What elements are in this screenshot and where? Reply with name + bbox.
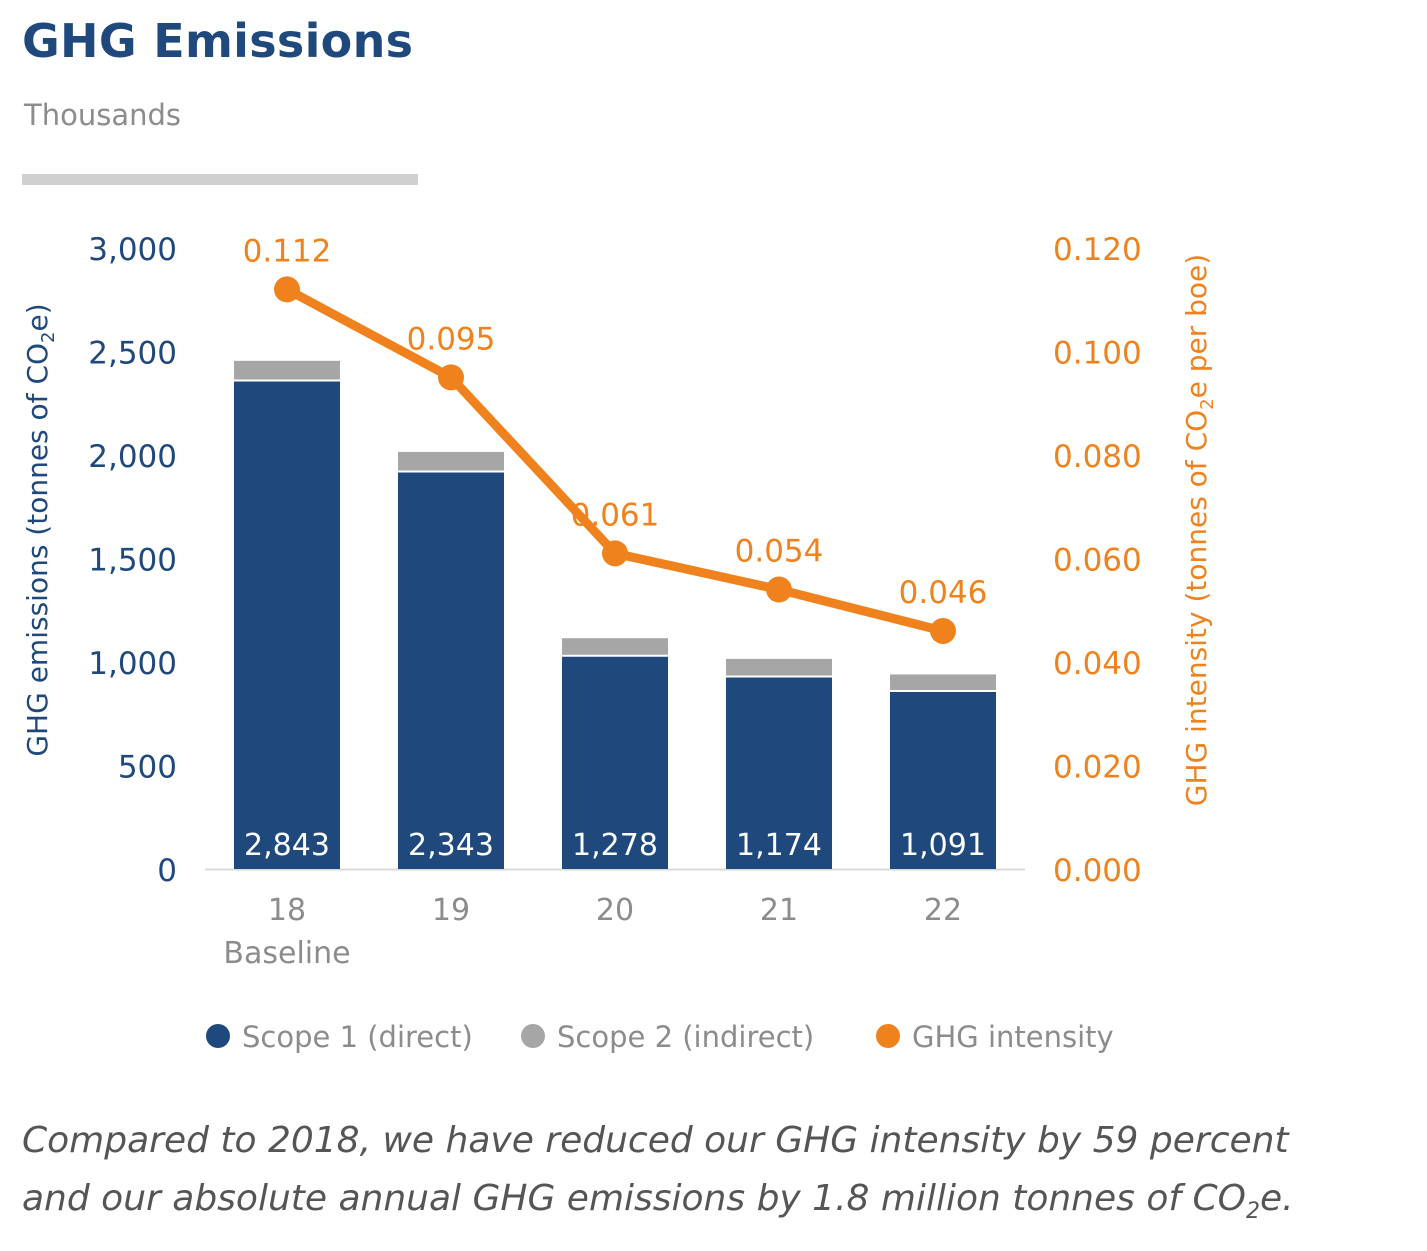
bar-scope2: [398, 451, 504, 472]
y-right-tick-label: 0.080: [1053, 439, 1142, 475]
legend-marker: [521, 1024, 545, 1048]
intensity-marker: [930, 617, 956, 644]
title-divider: [22, 174, 418, 185]
y-right-axis-title: GHG intensity (tonnes of CO2e per boe): [1180, 254, 1218, 806]
chart-caption: Compared to 2018, we have reduced our GH…: [22, 1112, 1422, 1241]
caption-subscript: 2: [1245, 1199, 1260, 1225]
legend-label: Scope 2 (indirect): [557, 1020, 814, 1054]
y-right-tick-label: 0.000: [1053, 853, 1142, 889]
y-left-tick-label: 1,000: [88, 646, 177, 682]
y-left-tick-label: 2,000: [88, 439, 177, 475]
bar-data-label: 1,174: [736, 828, 822, 863]
y-right-tick-label: 0.100: [1053, 336, 1142, 372]
legend-label: Scope 1 (direct): [242, 1020, 473, 1054]
bar-scope2: [726, 658, 832, 677]
legend-label: GHG intensity: [912, 1020, 1114, 1054]
bar-scope1: [234, 380, 340, 869]
chart-title: GHG Emissions: [22, 14, 414, 68]
intensity-marker: [274, 276, 300, 303]
bar-scope1: [890, 690, 996, 869]
x-tick-sublabel: Baseline: [223, 936, 350, 971]
x-tick-label: 20: [596, 893, 634, 928]
intensity-data-label: 0.054: [735, 534, 824, 570]
intensity-data-label: 0.112: [243, 233, 332, 269]
bar-scope2: [234, 360, 340, 381]
intensity-data-label: 0.061: [571, 497, 660, 533]
bar-scope2: [890, 674, 996, 691]
x-tick-label: 18: [268, 893, 306, 928]
bar-scope1: [398, 471, 504, 869]
legend-marker: [206, 1024, 230, 1048]
x-tick-label: 21: [760, 893, 798, 928]
ghg-emissions-chart: 0 500 1,000 1,500 2,000 2,500 3,000 0.000 0.020 0…: [21, 232, 1218, 1054]
y-right-tick-label: 0.060: [1053, 543, 1142, 579]
chart-subtitle: Thousands: [24, 98, 181, 132]
y-right-tick-label: 0.020: [1053, 750, 1142, 786]
y-left-tick-label: 0: [157, 853, 177, 889]
caption-line-1: Compared to 2018, we have reduced our GH…: [22, 1120, 1289, 1161]
intensity-marker: [438, 364, 464, 391]
y-left-tick-label: 3,000: [88, 232, 177, 268]
y-left-tick-label: 1,500: [88, 543, 177, 579]
intensity-marker: [766, 576, 792, 603]
bar-data-label: 2,343: [408, 828, 494, 863]
intensity-marker: [602, 540, 628, 567]
intensity-data-label: 0.095: [407, 321, 496, 357]
legend-marker: [876, 1024, 900, 1048]
intensity-line: [282, 284, 948, 636]
bar-scope1: [726, 676, 832, 869]
bar-data-label: 1,091: [900, 828, 986, 863]
bar-data-label: 2,843: [244, 828, 330, 863]
y-right-tick-label: 0.120: [1053, 232, 1142, 268]
y-right-tick-label: 0.040: [1053, 646, 1142, 682]
x-tick-label: 19: [432, 893, 470, 928]
caption-line-2: and our absolute annual GHG emissions by…: [22, 1170, 1422, 1241]
x-tick-label: 22: [924, 893, 962, 928]
y-left-tick-label: 2,500: [88, 336, 177, 372]
caption-line-2-text: and our absolute annual GHG emissions by…: [22, 1178, 1246, 1219]
bar-scope2: [562, 638, 668, 656]
intensity-data-label: 0.046: [899, 575, 988, 611]
caption-line-2-end: e.: [1259, 1178, 1294, 1219]
y-left-axis-title: GHG emissions (tonnes of CO2e): [21, 303, 59, 756]
bar-data-label: 1,278: [572, 828, 658, 863]
y-left-tick-label: 500: [118, 750, 177, 786]
bar-scope1: [562, 655, 668, 869]
